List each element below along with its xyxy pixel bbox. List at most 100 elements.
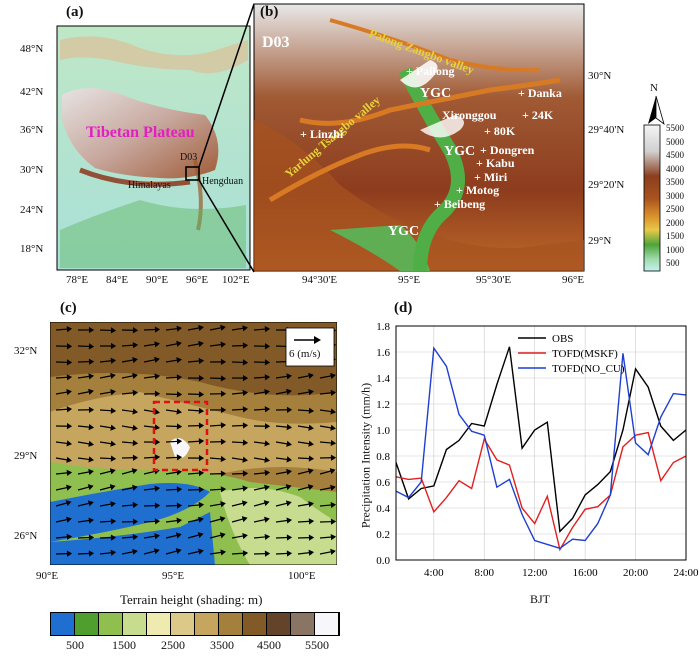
x-tick-label: 24:00	[673, 567, 699, 579]
wind-arrowhead	[308, 501, 314, 508]
wind-arrowhead	[330, 518, 337, 525]
wind-arrowhead	[329, 468, 336, 475]
wind-arrowhead	[110, 389, 116, 396]
wind-arrowhead	[109, 468, 116, 475]
wind-arrowhead	[242, 422, 249, 429]
station-danka: + Danka	[518, 86, 562, 100]
wind-arrowhead	[198, 516, 204, 523]
wind-arrowhead	[110, 357, 117, 364]
wind-arrowhead	[132, 356, 138, 364]
wind-arrowhead	[66, 389, 72, 396]
x-tick-label: 16:00	[573, 567, 599, 579]
chart-legend: OBS TOFD(MSKF) TOFD(NO_CU)	[518, 333, 625, 375]
chart-lines	[395, 346, 687, 552]
wind-arrowhead	[220, 438, 227, 445]
wind-arrowhead	[198, 454, 205, 462]
series-line-tofd-mskf-	[395, 431, 687, 552]
y-tick-label: 1.8	[376, 321, 390, 333]
colorbar-swatch	[147, 613, 171, 635]
panel-c-lon-tick: 95°E	[162, 570, 185, 582]
wind-arrowhead	[241, 500, 248, 507]
wind-arrowhead	[132, 501, 139, 509]
wind-arrowhead	[66, 469, 73, 477]
x-axis-label: BJT	[530, 592, 551, 606]
wind-arrowhead	[308, 518, 315, 525]
panel-a-lat-tick: 18°N	[20, 243, 44, 255]
colorbar-swatch	[315, 613, 339, 635]
panel-b-lat-tick: 29°40'N	[588, 124, 625, 136]
wind-arrowhead	[330, 408, 337, 415]
colorbar-swatch	[51, 613, 75, 635]
series-line-tofd-no-cu-	[395, 346, 687, 550]
wind-arrowhead	[110, 440, 116, 447]
wind-arrowhead	[198, 422, 205, 429]
wind-arrowhead	[132, 424, 138, 431]
d03-box-label: D03	[180, 152, 198, 163]
wind-arrowhead	[242, 439, 249, 446]
station-beibeng: + Beibeng	[434, 197, 486, 211]
wind-arrowhead	[88, 326, 95, 334]
station-linzhi: + Linzhi	[300, 127, 344, 141]
wind-arrowhead	[132, 518, 139, 525]
panel-b-lat-tick: 29°20'N	[588, 179, 625, 191]
wind-arrowhead	[220, 324, 226, 331]
colorbar-b-labels: 5500 5000 4500 4000 3500 3000 2500 2000 1500 1000…	[666, 123, 684, 268]
wind-arrowhead	[286, 388, 292, 395]
wind-arrowhead	[176, 469, 182, 476]
wind-arrowhead	[88, 388, 94, 395]
wind-arrowhead	[220, 549, 226, 556]
station-xironggou: Xironggou	[442, 108, 497, 122]
wind-arrowhead	[66, 533, 73, 541]
wind-arrowhead	[220, 390, 227, 397]
wind-arrowhead	[308, 424, 314, 431]
wind-arrowhead	[154, 373, 161, 380]
wind-arrowhead	[154, 341, 160, 348]
wind-arrowhead	[308, 407, 315, 414]
wind-arrowhead	[109, 484, 116, 491]
x-tick-label: 4:00	[424, 567, 444, 579]
y-axis-label: Precipitation Intensity (mm/h)	[358, 382, 373, 529]
wind-arrowhead	[154, 454, 161, 461]
wind-arrowhead	[66, 374, 73, 381]
station-dongren: + Dongren	[480, 143, 535, 157]
wind-arrowhead	[264, 389, 270, 396]
wind-arrowhead	[242, 456, 248, 463]
wind-arrowhead	[264, 484, 270, 491]
wind-arrowhead	[132, 484, 138, 491]
ygc-label: YGC	[444, 144, 476, 159]
wind-arrowhead	[198, 470, 205, 477]
north-label: N	[650, 82, 658, 94]
panel-a-map	[56, 3, 665, 273]
wind-arrowhead	[88, 423, 95, 431]
wind-arrowhead	[286, 373, 292, 380]
wind-arrowhead	[330, 454, 337, 461]
ygc-label: YGC	[388, 224, 420, 239]
wind-arrowhead	[88, 456, 95, 463]
wind-arrowhead	[154, 518, 161, 525]
wind-arrowhead	[242, 359, 249, 366]
x-tick-label: 8:00	[474, 567, 494, 579]
wind-arrowhead	[110, 501, 116, 508]
wind-arrowhead	[176, 391, 183, 398]
panel-b-label: (b)	[260, 4, 279, 20]
panel-a-lat-tick: 42°N	[20, 86, 44, 98]
wind-arrowhead	[176, 486, 183, 493]
wind-arrowhead	[220, 470, 227, 477]
wind-arrowhead	[66, 326, 73, 333]
station-kabu: + Kabu	[476, 156, 515, 170]
wind-arrowhead	[242, 389, 249, 397]
y-tick-label: 0.2	[376, 529, 390, 541]
wind-arrowhead	[176, 454, 183, 461]
wind-arrowhead	[308, 549, 315, 556]
wind-arrowhead	[264, 359, 271, 366]
wind-arrowhead	[330, 439, 337, 447]
y-tick-label: 0.4	[376, 503, 390, 515]
wind-arrowhead	[198, 375, 205, 382]
station-miri: + Miri	[474, 170, 508, 184]
wind-arrowhead	[66, 406, 73, 413]
colorbar-swatch	[99, 613, 123, 635]
wind-arrowhead	[154, 485, 161, 492]
wind-arrowhead	[286, 456, 293, 463]
tibetan-plateau-label: Tibetan Plateau	[86, 124, 195, 141]
wind-arrowhead	[88, 517, 95, 524]
